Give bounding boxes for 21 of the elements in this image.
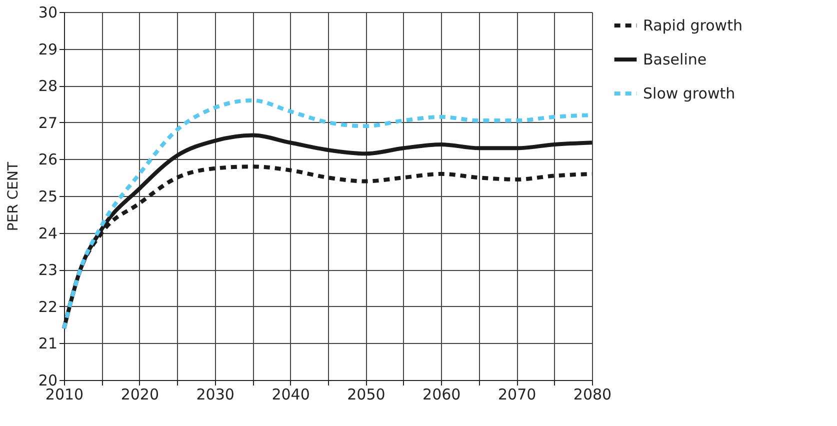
- y-tick-label: 29: [38, 40, 58, 58]
- y-tick-label: 23: [38, 261, 58, 280]
- y-tick-label: 30: [38, 4, 58, 22]
- y-tick-label: 22: [38, 298, 58, 316]
- y-tick-label: 25: [38, 188, 58, 206]
- y-tick-label: 26: [38, 150, 58, 169]
- legend-label: Rapid growth: [643, 16, 742, 34]
- x-tick-label: 2060: [422, 386, 461, 404]
- y-tick-label: 24: [38, 224, 58, 242]
- x-tick-label: 2070: [498, 386, 536, 404]
- x-tick-label: 2020: [120, 386, 160, 404]
- x-tick-label: 2050: [347, 386, 386, 404]
- legend-label: Slow growth: [643, 84, 736, 102]
- x-tick-label: 2030: [196, 386, 234, 404]
- x-tick-label: 2080: [573, 386, 612, 404]
- legend-label: Baseline: [643, 50, 707, 68]
- y-tick-label: 28: [38, 77, 58, 96]
- y-axis-title: PER CENT: [5, 162, 22, 232]
- x-tick-label: 2040: [272, 386, 310, 404]
- y-tick-label: 27: [38, 114, 58, 132]
- y-tick-label: 21: [38, 334, 58, 353]
